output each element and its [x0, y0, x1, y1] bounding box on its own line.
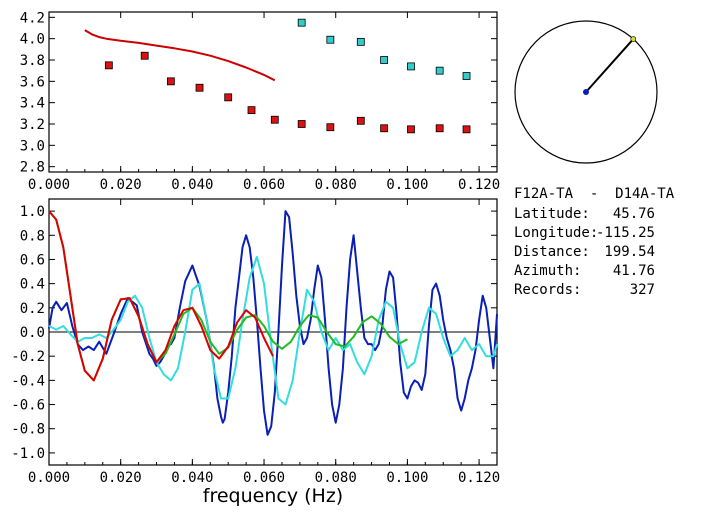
series-1-point — [270, 115, 279, 124]
x-tick-label: 0.020 — [100, 177, 142, 193]
series-1-point — [356, 116, 365, 125]
y-tick-label: 0.2 — [20, 301, 45, 317]
y-tick-label: 3.0 — [20, 138, 45, 154]
y-tick-label: 1.0 — [20, 204, 45, 220]
info-value: 45.76 — [613, 206, 655, 222]
series-1-point — [140, 51, 149, 60]
dispersion-panel: 0.000 0.020 0.040 0.060 0.080 0.100 0.120 2.8 3.… — [20, 10, 500, 193]
info-label: Latitude: — [514, 206, 590, 222]
y-tick-label: 2.8 — [20, 160, 45, 176]
x-tick-label: 0.100 — [386, 470, 428, 486]
x-tick-label: 0.120 — [458, 177, 500, 193]
dispersion-plot-frame — [48, 11, 498, 173]
series-1-point — [224, 93, 233, 102]
y-tick-label: -0.6 — [11, 398, 45, 414]
series-2-point — [407, 62, 415, 71]
y-tick-label: 3.8 — [20, 53, 45, 69]
series-3-line — [48, 210, 274, 382]
series-1-point — [166, 77, 175, 86]
series-1-point — [380, 124, 389, 133]
x-tick-label: 0.020 — [100, 470, 142, 486]
series-0-line — [48, 210, 498, 436]
x-tick-label: 0.000 — [28, 470, 70, 486]
y-tick-label: 3.2 — [20, 117, 45, 133]
x-tick-label: 0.060 — [243, 177, 285, 193]
series-2-point — [326, 35, 335, 44]
y-tick-label: -0.8 — [11, 422, 45, 438]
x-tick-label: 0.100 — [386, 177, 428, 193]
x-tick-label: 0.040 — [171, 177, 213, 193]
azimuth-tip-dot — [630, 36, 637, 42]
series-1-point — [407, 125, 415, 134]
azimuth-dial — [514, 20, 658, 164]
station-origin-dot — [583, 89, 589, 95]
series-1-point — [462, 125, 471, 134]
series-1-point — [326, 123, 335, 132]
series-0-line — [84, 29, 276, 82]
x-tick-label: 0.040 — [171, 470, 213, 486]
series-2-point — [435, 66, 444, 75]
series-2-point — [462, 72, 471, 80]
azimuth-circle — [514, 20, 658, 164]
info-value: -115.25 — [596, 225, 655, 241]
info-label: Distance: — [514, 244, 590, 260]
y-tick-label: 0.4 — [20, 277, 45, 293]
x-tick-label: 0.060 — [243, 470, 285, 486]
series-1-point — [435, 124, 444, 133]
series-2-point — [356, 37, 365, 46]
station-pair: F12A-TA - D14A-TA — [514, 186, 675, 202]
info-label: Azimuth: — [514, 263, 581, 279]
series-1-point — [195, 83, 204, 92]
info-value: 199.54 — [604, 244, 655, 260]
series-2-point — [380, 56, 389, 64]
x-tick-label: 0.120 — [458, 470, 500, 486]
x-tick-label: 0.080 — [315, 470, 357, 486]
y-tick-label: -1.0 — [11, 446, 45, 462]
y-tick-label: -0.2 — [11, 349, 45, 365]
info-value: 327 — [630, 282, 655, 298]
x-tick-label: 0.000 — [28, 177, 70, 193]
series-1-point — [104, 61, 113, 70]
azimuth-line — [585, 38, 635, 93]
station-info: F12A-TA - D14A-TA Latitude: 45.76 Longitud… — [514, 186, 675, 298]
series-1-point — [297, 120, 306, 128]
y-tick-label: 4.0 — [20, 32, 45, 48]
info-label: Records: — [514, 282, 581, 298]
y-tick-label: 0.0 — [20, 325, 45, 341]
y-tick-label: 4.2 — [20, 10, 45, 26]
info-label: Longitude: — [514, 225, 598, 241]
y-tick-label: 3.6 — [20, 74, 45, 90]
x-axis-label: frequency (Hz) — [203, 485, 343, 507]
y-tick-label: 3.4 — [20, 96, 45, 112]
series-2-point — [297, 18, 306, 27]
correlation-panel: 0.000 0.020 0.040 0.060 0.080 0.100 0.120 1.0 0.… — [11, 198, 500, 507]
y-tick-label: 0.8 — [20, 228, 45, 244]
series-1-point — [247, 106, 256, 115]
series-1-line — [48, 256, 498, 406]
y-tick-label: -0.4 — [11, 373, 45, 389]
info-value: 41.76 — [613, 263, 655, 279]
y-tick-label: 0.6 — [20, 252, 45, 268]
x-tick-label: 0.080 — [315, 177, 357, 193]
